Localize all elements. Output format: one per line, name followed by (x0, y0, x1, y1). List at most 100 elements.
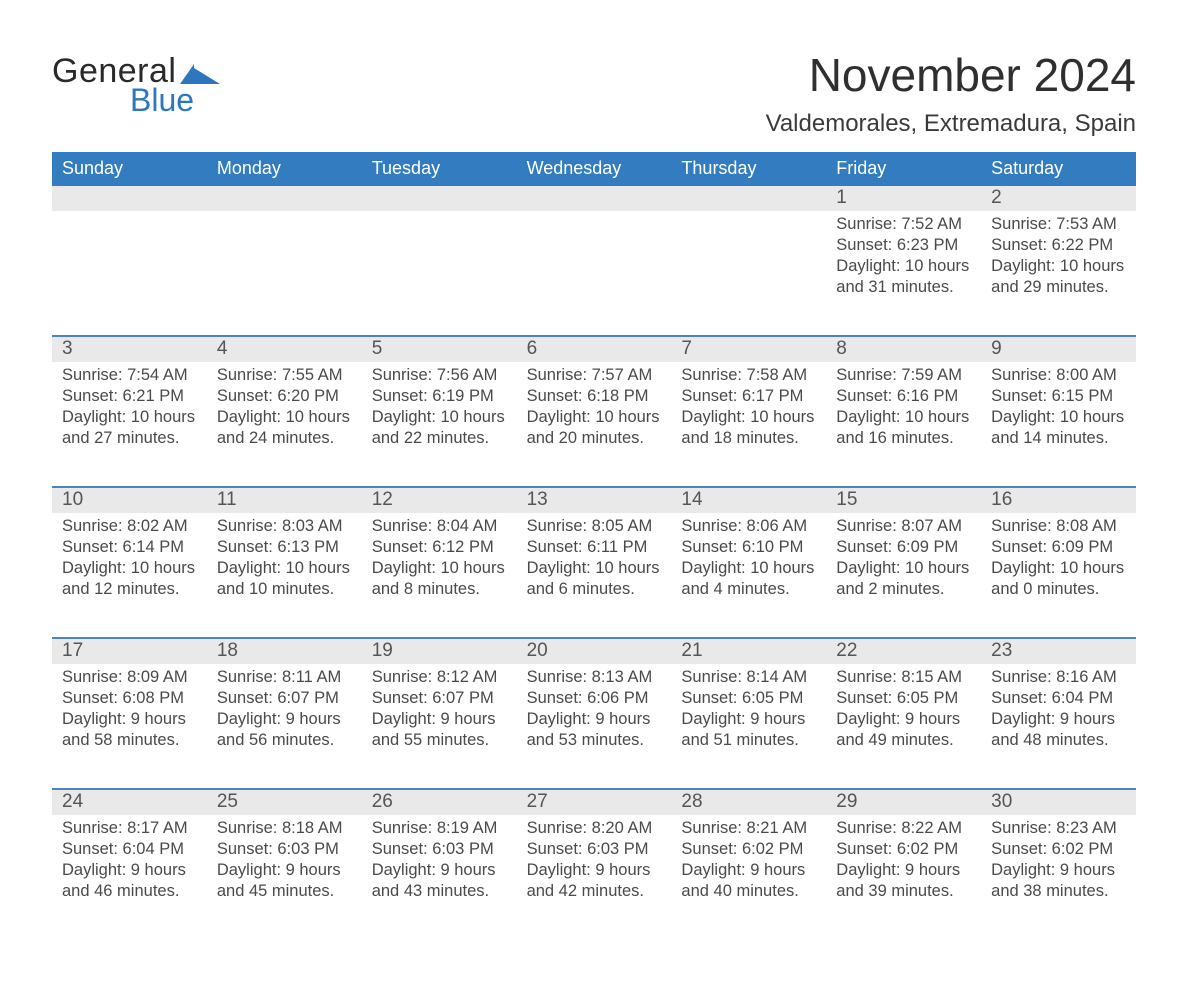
calendar-day: Sunrise: 8:17 AMSunset: 6:04 PMDaylight:… (52, 815, 207, 939)
daylight-line: Daylight: 10 hours and 29 minutes. (991, 256, 1126, 298)
sunrise-line: Sunrise: 8:19 AM (372, 818, 507, 839)
calendar-week: 24252627282930Sunrise: 8:17 AMSunset: 6:… (52, 788, 1136, 939)
sunrise-line: Sunrise: 8:06 AM (681, 516, 816, 537)
day-info: Sunrise: 8:03 AMSunset: 6:13 PMDaylight:… (207, 513, 362, 600)
weeks-container: 12Sunrise: 7:52 AMSunset: 6:23 PMDayligh… (52, 186, 1136, 939)
daylight-line: Daylight: 9 hours and 38 minutes. (991, 860, 1126, 902)
day-info: Sunrise: 8:11 AMSunset: 6:07 PMDaylight:… (207, 664, 362, 751)
calendar-day: Sunrise: 7:59 AMSunset: 6:16 PMDaylight:… (826, 362, 981, 486)
sunrise-line: Sunrise: 8:21 AM (681, 818, 816, 839)
day-number: 22 (826, 639, 981, 664)
day-info: Sunrise: 7:54 AMSunset: 6:21 PMDaylight:… (52, 362, 207, 449)
sunrise-line: Sunrise: 7:56 AM (372, 365, 507, 386)
sunset-line: Sunset: 6:09 PM (991, 537, 1126, 558)
sunrise-line: Sunrise: 8:13 AM (527, 667, 662, 688)
calendar-day: Sunrise: 7:56 AMSunset: 6:19 PMDaylight:… (362, 362, 517, 486)
daynum-strip: 3456789 (52, 337, 1136, 362)
daylight-line: Daylight: 9 hours and 40 minutes. (681, 860, 816, 902)
sunset-line: Sunset: 6:03 PM (372, 839, 507, 860)
sunset-line: Sunset: 6:06 PM (527, 688, 662, 709)
sunset-line: Sunset: 6:08 PM (62, 688, 197, 709)
calendar-day: Sunrise: 8:16 AMSunset: 6:04 PMDaylight:… (981, 664, 1136, 788)
sunset-line: Sunset: 6:16 PM (836, 386, 971, 407)
sunrise-line: Sunrise: 7:59 AM (836, 365, 971, 386)
calendar: Sunday Monday Tuesday Wednesday Thursday… (52, 152, 1136, 939)
daylight-line: Daylight: 9 hours and 48 minutes. (991, 709, 1126, 751)
daylight-line: Daylight: 10 hours and 18 minutes. (681, 407, 816, 449)
day-number: 15 (826, 488, 981, 513)
day-info: Sunrise: 7:52 AMSunset: 6:23 PMDaylight:… (826, 211, 981, 298)
calendar-day: Sunrise: 8:13 AMSunset: 6:06 PMDaylight:… (517, 664, 672, 788)
day-info: Sunrise: 8:05 AMSunset: 6:11 PMDaylight:… (517, 513, 672, 600)
day-number: 27 (517, 790, 672, 815)
sunset-line: Sunset: 6:07 PM (372, 688, 507, 709)
day-info: Sunrise: 8:21 AMSunset: 6:02 PMDaylight:… (671, 815, 826, 902)
calendar-week: 3456789Sunrise: 7:54 AMSunset: 6:21 PMDa… (52, 335, 1136, 486)
day-number: 10 (52, 488, 207, 513)
calendar-day: Sunrise: 8:05 AMSunset: 6:11 PMDaylight:… (517, 513, 672, 637)
sunrise-line: Sunrise: 7:54 AM (62, 365, 197, 386)
daylight-line: Daylight: 9 hours and 39 minutes. (836, 860, 971, 902)
sunset-line: Sunset: 6:02 PM (836, 839, 971, 860)
sunset-line: Sunset: 6:12 PM (372, 537, 507, 558)
calendar-day: Sunrise: 8:23 AMSunset: 6:02 PMDaylight:… (981, 815, 1136, 939)
daylight-line: Daylight: 9 hours and 53 minutes. (527, 709, 662, 751)
sunset-line: Sunset: 6:13 PM (217, 537, 352, 558)
daylight-line: Daylight: 9 hours and 49 minutes. (836, 709, 971, 751)
day-info: Sunrise: 8:00 AMSunset: 6:15 PMDaylight:… (981, 362, 1136, 449)
calendar-day: Sunrise: 7:55 AMSunset: 6:20 PMDaylight:… (207, 362, 362, 486)
sunrise-line: Sunrise: 7:52 AM (836, 214, 971, 235)
daylight-line: Daylight: 10 hours and 27 minutes. (62, 407, 197, 449)
sunset-line: Sunset: 6:18 PM (527, 386, 662, 407)
calendar-day: Sunrise: 8:14 AMSunset: 6:05 PMDaylight:… (671, 664, 826, 788)
sunset-line: Sunset: 6:23 PM (836, 235, 971, 256)
page: General Blue November 2024 Valdemorales,… (0, 0, 1188, 991)
weekday-label: Sunday (52, 152, 207, 186)
sunset-line: Sunset: 6:19 PM (372, 386, 507, 407)
day-info: Sunrise: 7:58 AMSunset: 6:17 PMDaylight:… (671, 362, 826, 449)
day-info: Sunrise: 8:14 AMSunset: 6:05 PMDaylight:… (671, 664, 826, 751)
daylight-line: Daylight: 9 hours and 46 minutes. (62, 860, 197, 902)
daylight-line: Daylight: 9 hours and 45 minutes. (217, 860, 352, 902)
day-number: 25 (207, 790, 362, 815)
calendar-day (671, 211, 826, 335)
sunset-line: Sunset: 6:03 PM (217, 839, 352, 860)
sunrise-line: Sunrise: 8:15 AM (836, 667, 971, 688)
calendar-day: Sunrise: 8:20 AMSunset: 6:03 PMDaylight:… (517, 815, 672, 939)
calendar-day: Sunrise: 7:52 AMSunset: 6:23 PMDaylight:… (826, 211, 981, 335)
calendar-day (52, 211, 207, 335)
sunrise-line: Sunrise: 8:03 AM (217, 516, 352, 537)
daylight-line: Daylight: 9 hours and 58 minutes. (62, 709, 197, 751)
day-info: Sunrise: 7:53 AMSunset: 6:22 PMDaylight:… (981, 211, 1136, 298)
sunset-line: Sunset: 6:02 PM (681, 839, 816, 860)
weekday-label: Monday (207, 152, 362, 186)
sunrise-line: Sunrise: 7:55 AM (217, 365, 352, 386)
calendar-day: Sunrise: 8:22 AMSunset: 6:02 PMDaylight:… (826, 815, 981, 939)
calendar-day: Sunrise: 8:11 AMSunset: 6:07 PMDaylight:… (207, 664, 362, 788)
calendar-day: Sunrise: 8:02 AMSunset: 6:14 PMDaylight:… (52, 513, 207, 637)
day-info: Sunrise: 7:55 AMSunset: 6:20 PMDaylight:… (207, 362, 362, 449)
daylight-line: Daylight: 10 hours and 2 minutes. (836, 558, 971, 600)
sunset-line: Sunset: 6:04 PM (991, 688, 1126, 709)
sunset-line: Sunset: 6:07 PM (217, 688, 352, 709)
sunrise-line: Sunrise: 7:53 AM (991, 214, 1126, 235)
sunrise-line: Sunrise: 8:22 AM (836, 818, 971, 839)
day-info: Sunrise: 8:16 AMSunset: 6:04 PMDaylight:… (981, 664, 1136, 751)
page-title: November 2024 (766, 48, 1136, 102)
sunset-line: Sunset: 6:15 PM (991, 386, 1126, 407)
sunrise-line: Sunrise: 8:23 AM (991, 818, 1126, 839)
day-number: 28 (671, 790, 826, 815)
daylight-line: Daylight: 10 hours and 0 minutes. (991, 558, 1126, 600)
day-number: 12 (362, 488, 517, 513)
day-number: 17 (52, 639, 207, 664)
calendar-day: Sunrise: 8:00 AMSunset: 6:15 PMDaylight:… (981, 362, 1136, 486)
weekday-label: Friday (826, 152, 981, 186)
sunset-line: Sunset: 6:10 PM (681, 537, 816, 558)
weekday-label: Wednesday (517, 152, 672, 186)
daylight-line: Daylight: 10 hours and 8 minutes. (372, 558, 507, 600)
daynum-strip: 10111213141516 (52, 488, 1136, 513)
day-number (207, 186, 362, 211)
calendar-day: Sunrise: 7:58 AMSunset: 6:17 PMDaylight:… (671, 362, 826, 486)
sunset-line: Sunset: 6:02 PM (991, 839, 1126, 860)
day-number: 18 (207, 639, 362, 664)
